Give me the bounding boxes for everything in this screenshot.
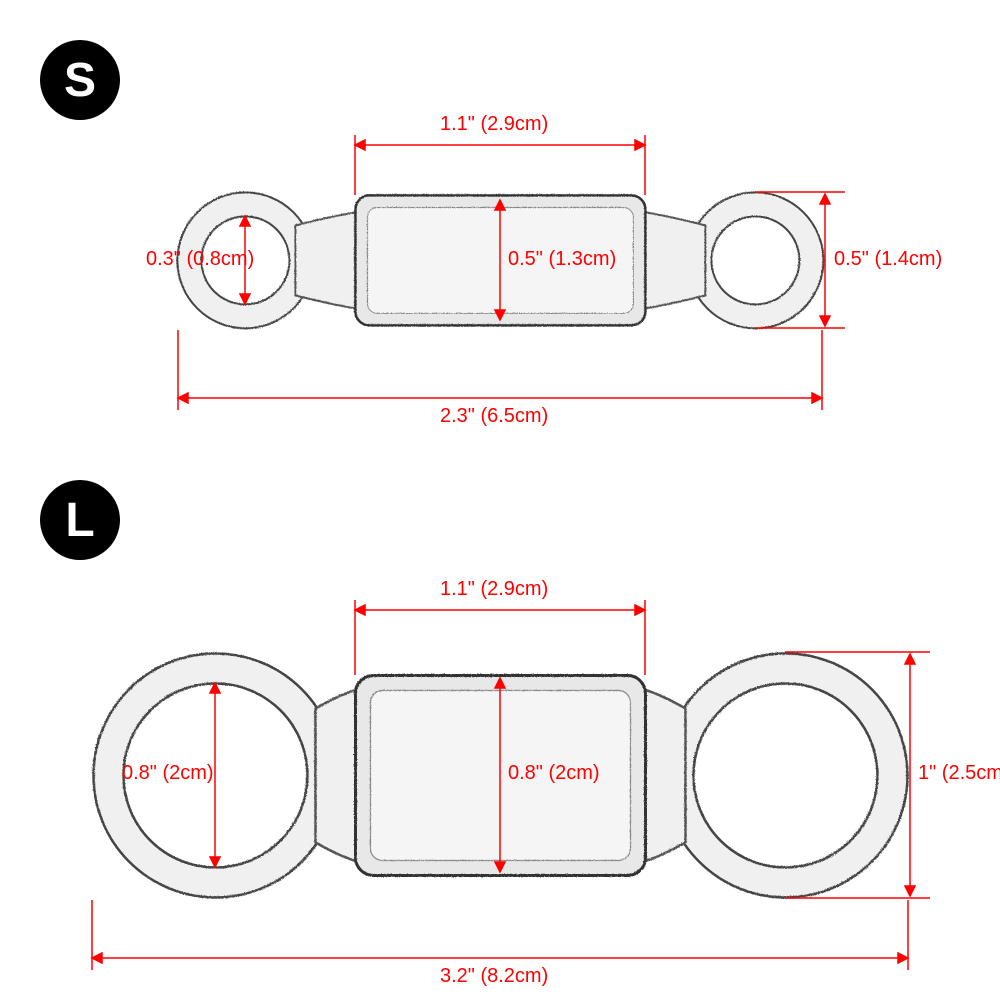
dimension-lines-s bbox=[0, 0, 1000, 470]
dimension-lines-l bbox=[0, 480, 1000, 1000]
dim-l-left-hole: 0.8" (2cm) bbox=[122, 762, 214, 785]
dim-l-right-ring: 1" (2.5cm) bbox=[918, 762, 1000, 785]
dim-l-top-width: 1.1" (2.9cm) bbox=[440, 578, 548, 601]
dim-s-left-hole: 0.3" (0.8cm) bbox=[146, 248, 254, 271]
dim-s-total-length: 2.3" (6.5cm) bbox=[440, 405, 548, 428]
dim-s-right-ring: 0.5" (1.4cm) bbox=[834, 248, 942, 271]
dim-l-center-height: 0.8" (2cm) bbox=[508, 762, 600, 785]
dim-l-total-length: 3.2" (8.2cm) bbox=[440, 965, 548, 988]
dim-s-center-height: 0.5" (1.3cm) bbox=[508, 248, 616, 271]
dim-s-top-width: 1.1" (2.9cm) bbox=[440, 113, 548, 136]
